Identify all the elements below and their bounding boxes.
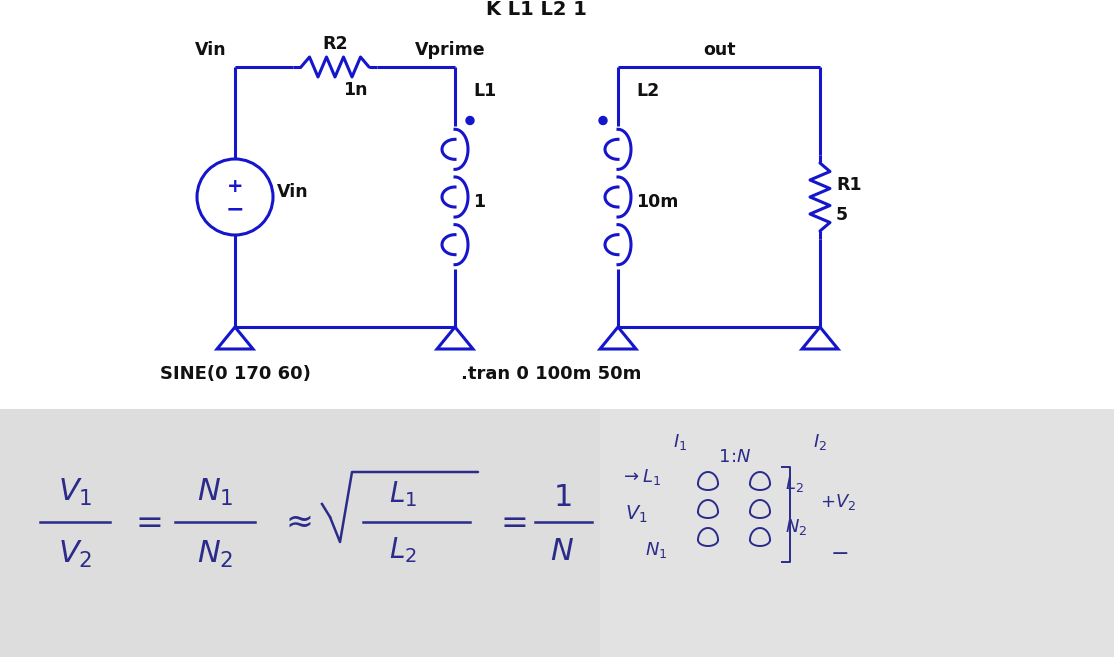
Text: $I_1$: $I_1$: [673, 432, 687, 452]
Text: SINE(0 170 60): SINE(0 170 60): [159, 365, 311, 383]
Text: $V_2$: $V_2$: [58, 539, 92, 570]
Text: 1n: 1n: [343, 81, 368, 99]
Bar: [0, 409, 1114, 657]
Text: .tran 0 100m 50m: .tran 0 100m 50m: [461, 365, 642, 383]
Text: $1$: $1$: [553, 482, 571, 512]
Circle shape: [599, 116, 607, 124]
Text: $V_1$: $V_1$: [58, 476, 92, 508]
Text: L1: L1: [473, 82, 496, 100]
Text: $1\!:\!N$: $1\!:\!N$: [719, 448, 752, 466]
Text: $L_2$: $L_2$: [389, 535, 417, 565]
Text: $L_2$: $L_2$: [785, 474, 804, 494]
Text: $+V_2$: $+V_2$: [820, 492, 857, 512]
Text: Vprime: Vprime: [414, 41, 486, 59]
Text: −: −: [226, 199, 244, 219]
Text: $-$: $-$: [830, 541, 848, 563]
Text: $N_1$: $N_1$: [645, 540, 667, 560]
Text: out: out: [703, 41, 735, 59]
Text: 5: 5: [836, 206, 848, 224]
Circle shape: [466, 116, 473, 124]
Text: 10m: 10m: [636, 193, 678, 211]
Text: $N_2$: $N_2$: [785, 517, 808, 537]
Text: R2: R2: [322, 35, 348, 53]
Text: $\rightarrow L_1$: $\rightarrow L_1$: [620, 467, 661, 487]
Text: $=$: $=$: [494, 506, 527, 538]
Text: K L1 L2 1: K L1 L2 1: [486, 0, 587, 19]
Text: Vin: Vin: [277, 183, 309, 201]
Text: $\approx$: $\approx$: [278, 506, 312, 538]
Text: +: +: [227, 177, 243, 196]
Bar: [600, 409, 1114, 657]
Text: L2: L2: [636, 82, 659, 100]
Text: 1: 1: [473, 193, 485, 211]
Text: $I_2$: $I_2$: [813, 432, 827, 452]
Text: $N_2$: $N_2$: [197, 539, 233, 570]
Text: $N$: $N$: [550, 537, 574, 568]
Text: Vin: Vin: [195, 41, 227, 59]
Text: $N_1$: $N_1$: [197, 476, 233, 508]
Text: $L_1$: $L_1$: [389, 479, 417, 509]
Text: $=$: $=$: [128, 506, 162, 538]
Text: $V_1$: $V_1$: [625, 503, 647, 525]
Text: R1: R1: [836, 176, 861, 194]
